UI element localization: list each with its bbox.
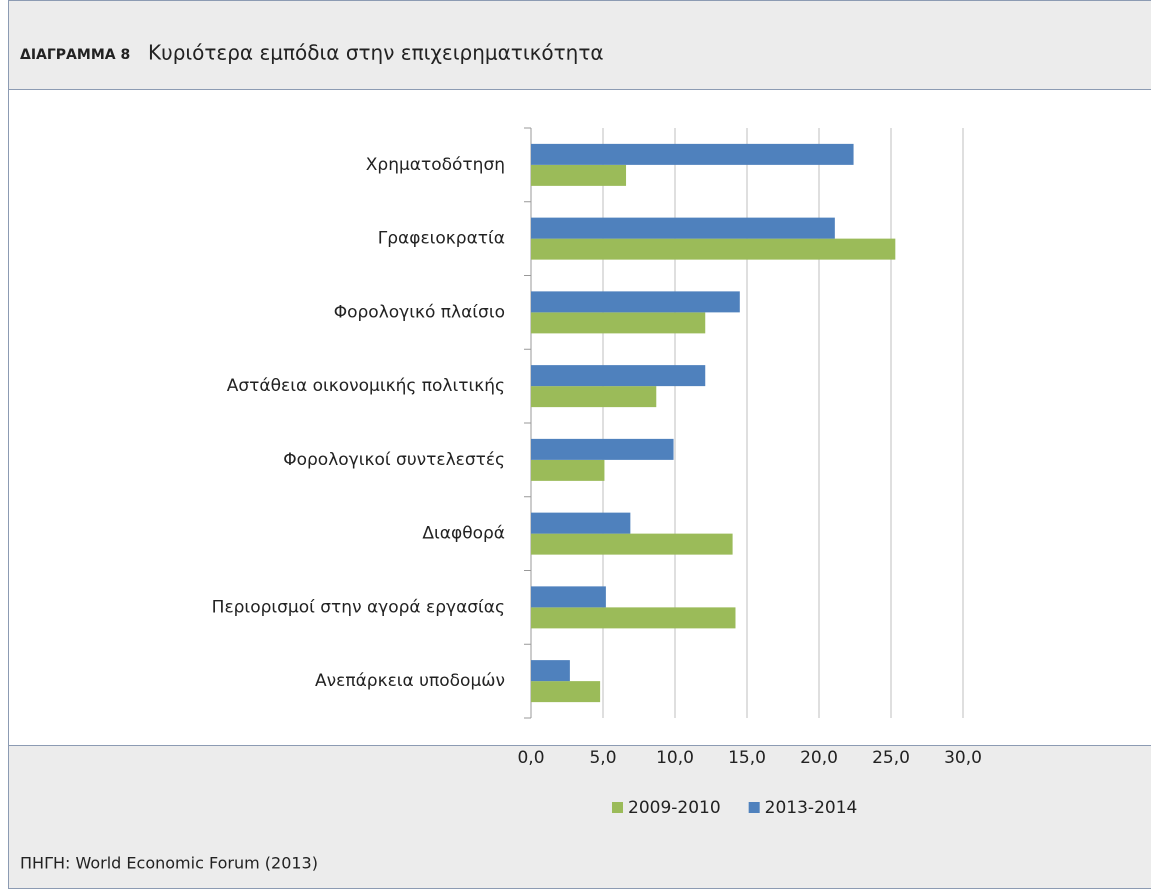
x-tick-label: 25,0 (872, 748, 910, 768)
y-tick-label: Περιορισμοί στην αγορά εργασίας (212, 597, 505, 617)
x-tick-label: 30,0 (944, 748, 982, 768)
bar (531, 607, 735, 628)
bar (531, 660, 570, 681)
bar (531, 681, 600, 702)
bar (531, 312, 705, 333)
y-tick-label: Διαφθορά (422, 524, 505, 544)
source: ΠΗΓΗ: World Economic Forum (2013) (20, 854, 318, 873)
bar (531, 386, 656, 407)
y-tick-label: Χρηματοδότηση (366, 155, 505, 175)
y-tick-label: Αστάθεια οικονομικής πολιτικής (227, 376, 505, 396)
figure-label: ΔΙΑΓΡΑΜΜΑ 8 (20, 47, 130, 63)
x-tick-label: 0,0 (517, 748, 544, 768)
y-tick-label: Ανεπάρκεια υποδομών (315, 671, 505, 691)
bar (531, 165, 626, 186)
legend-label: 2013-2014 (765, 798, 858, 818)
x-tick-label: 20,0 (800, 748, 838, 768)
x-tick-label: 5,0 (589, 748, 616, 768)
bar (531, 291, 740, 312)
bar (531, 513, 630, 534)
bar (531, 365, 705, 386)
y-tick-label: Φορολογικό πλαίσιο (334, 302, 505, 322)
y-tick-label: Γραφειοκρατία (378, 229, 505, 249)
chart-title: Κυριότερα εμπόδια στην επιχειρηματικότητ… (148, 41, 604, 65)
x-tick-label: 15,0 (728, 748, 766, 768)
bar (531, 586, 606, 607)
bar (531, 239, 895, 260)
legend-label: 2009-2010 (628, 798, 721, 818)
y-tick-label: Φορολογικοί συντελεστές (283, 450, 505, 470)
legend-swatch (612, 802, 623, 813)
bar (531, 439, 674, 460)
bar (531, 218, 835, 239)
legend-swatch (749, 802, 760, 813)
bar (531, 144, 854, 165)
bar (531, 534, 733, 555)
x-tick-label: 10,0 (656, 748, 694, 768)
bar (531, 460, 604, 481)
